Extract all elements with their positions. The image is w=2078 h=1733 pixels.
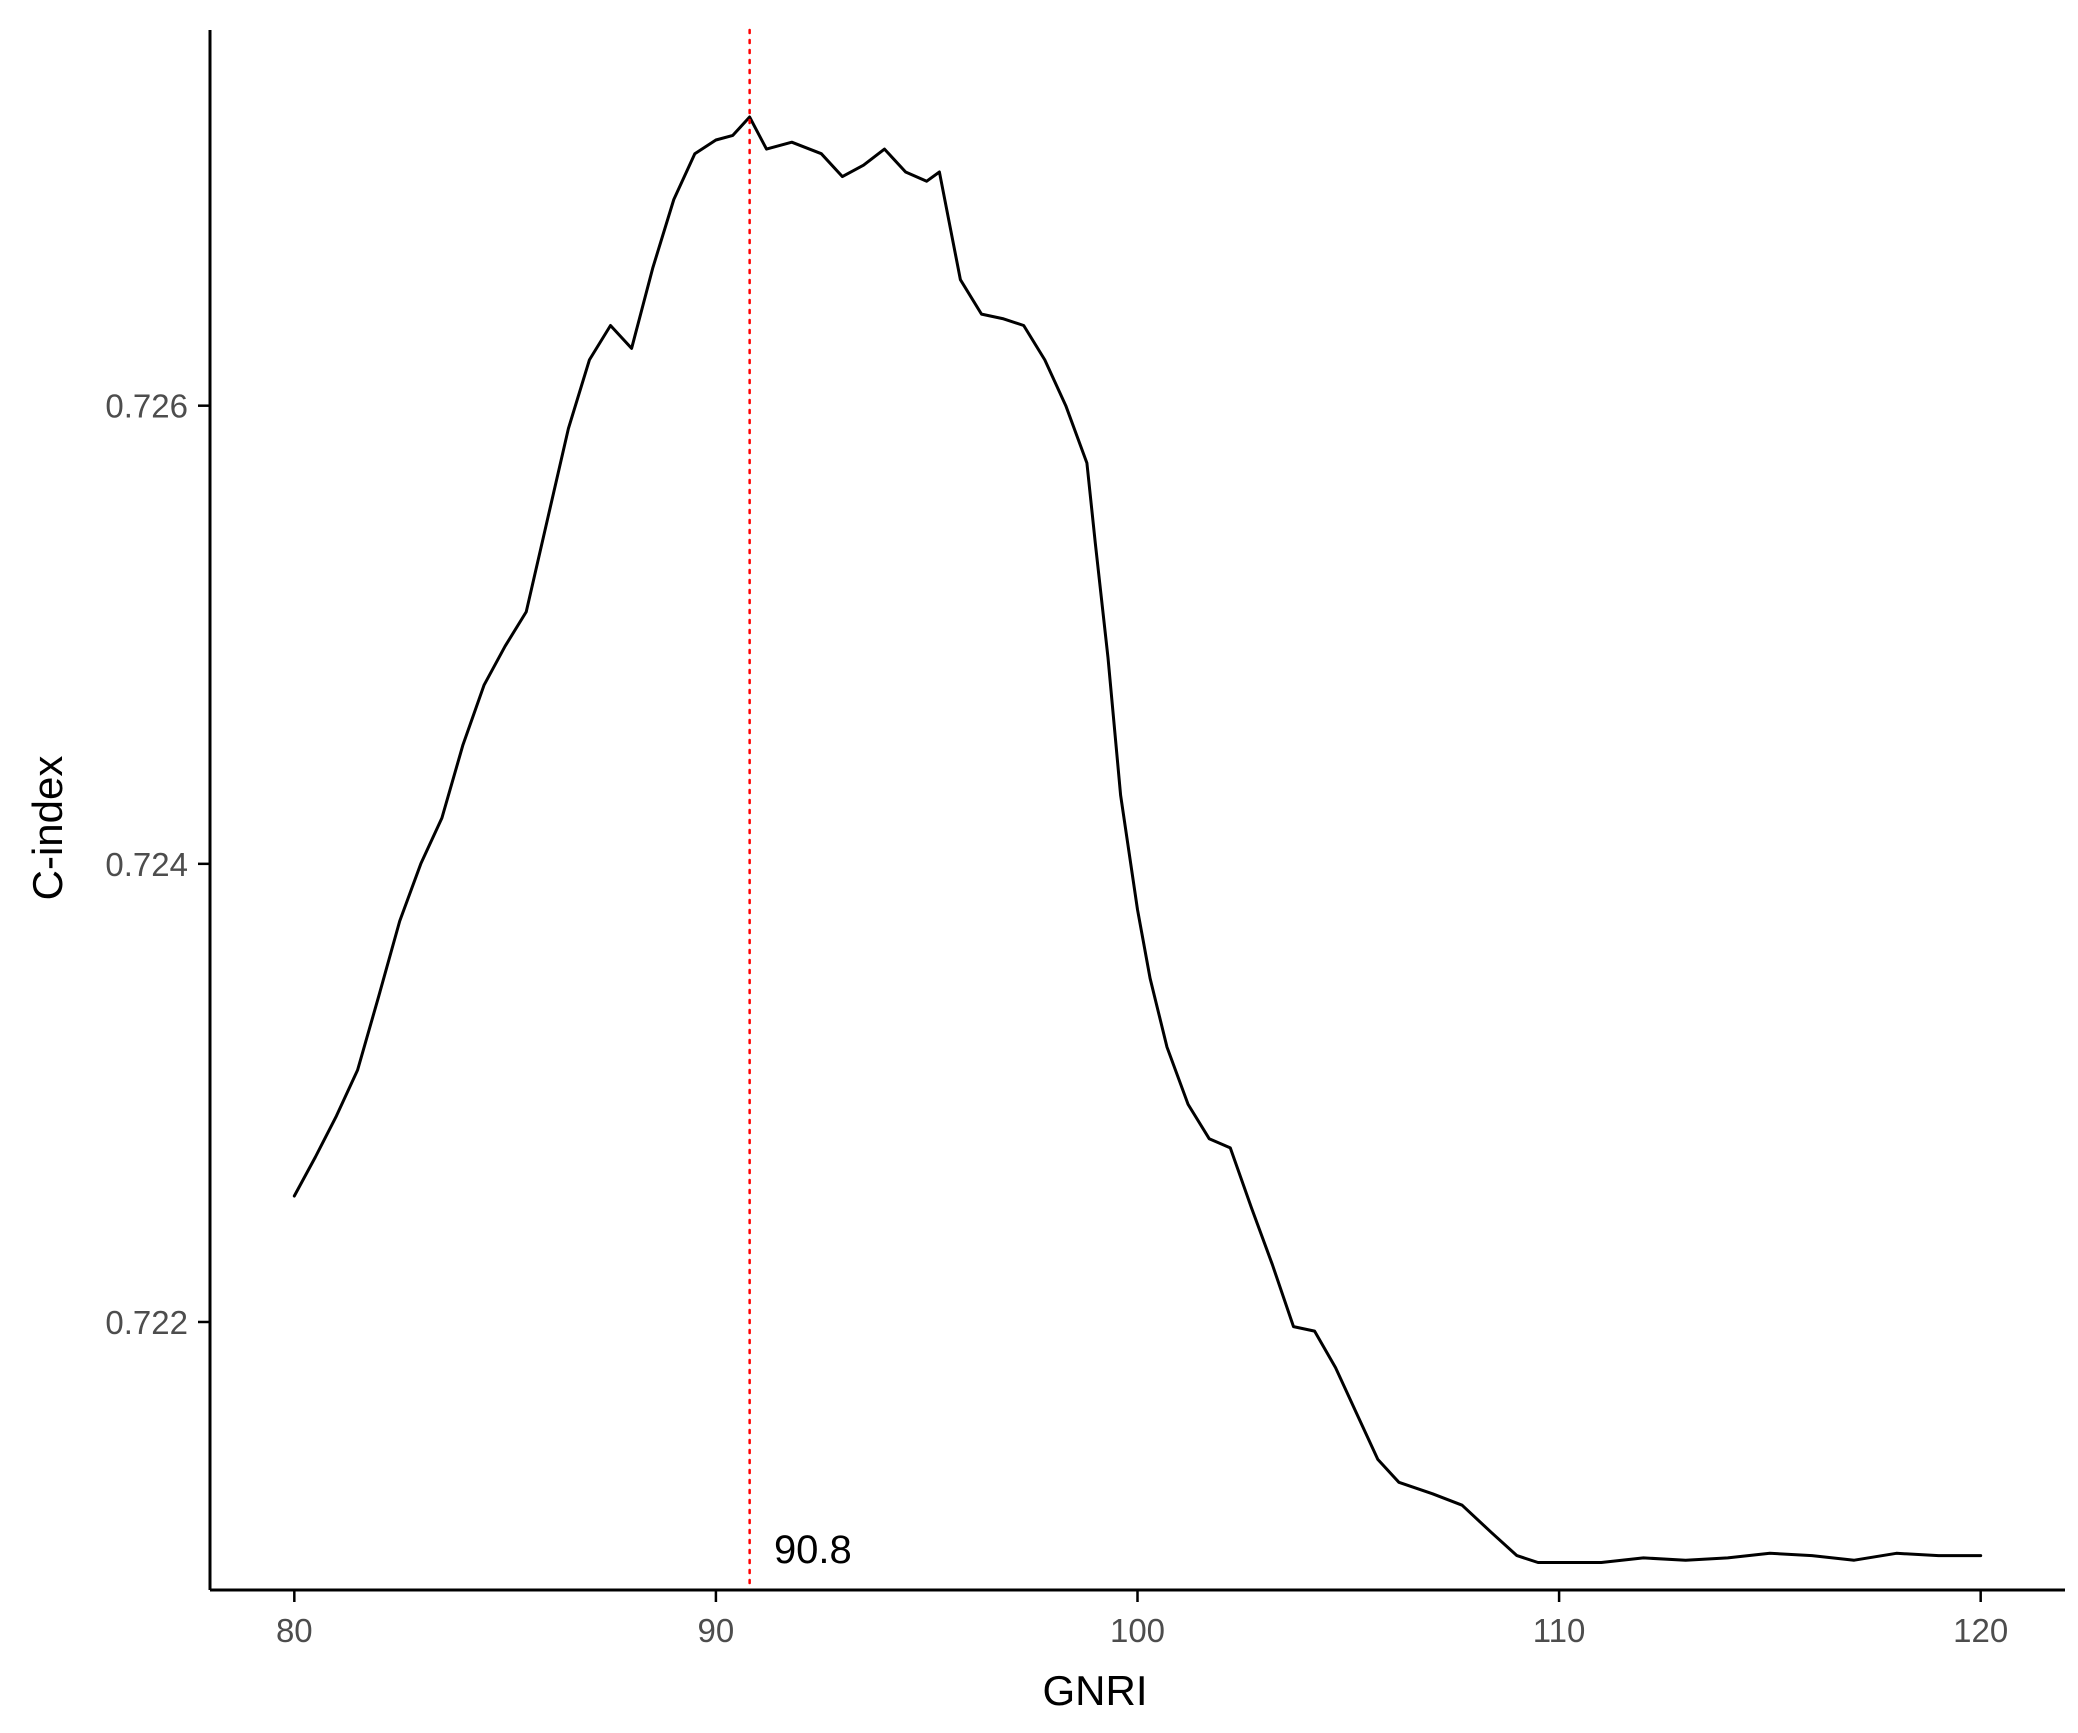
plot-area: 90.8 bbox=[292, 28, 1983, 1592]
series-line bbox=[292, 115, 1983, 1564]
x-tick-label: 80 bbox=[276, 1612, 313, 1649]
y-axis-title: C-index bbox=[24, 756, 71, 901]
x-tick-label: 90 bbox=[698, 1612, 735, 1649]
x-axis-title: GNRI bbox=[1043, 1667, 1148, 1714]
x-tick-label: 120 bbox=[1953, 1612, 2008, 1649]
x-tick-label: 100 bbox=[1110, 1612, 1165, 1649]
axes: 80 90 100 110 120 0.722 0.724 0.726 bbox=[105, 30, 2065, 1649]
y-tick-label: 0.726 bbox=[105, 388, 188, 425]
annotation-label: 90.8 bbox=[774, 1528, 852, 1572]
y-tick-label: 0.722 bbox=[105, 1304, 188, 1341]
y-tick-label: 0.724 bbox=[105, 846, 188, 883]
x-tick-label: 110 bbox=[1533, 1612, 1586, 1649]
